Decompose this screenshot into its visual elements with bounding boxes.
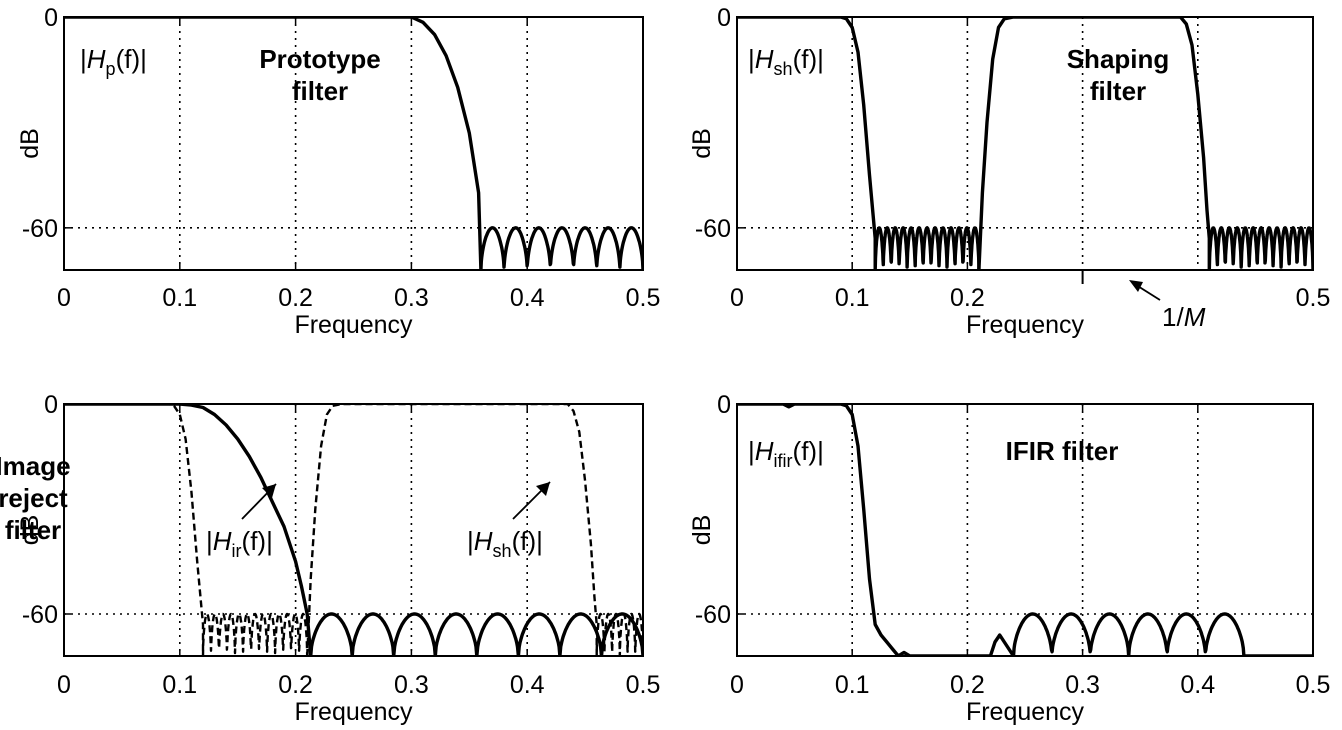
plot-frame [63,403,644,657]
response-label-pre: | [80,44,87,74]
response-label-sh-sub: sh [493,541,512,561]
chart-panel-4: 0 0.1 0.2 0.3 0.4 0.5 0 -60 Frequency dB IFIR filt… [688,391,1330,726]
series-line-2 [977,17,1313,270]
y-tick-label: 0 [44,391,58,419]
response-label-pre: | [748,44,755,74]
y-tick-label: -60 [22,601,58,629]
response-label-main: H [87,44,106,74]
y-tick-label: 0 [717,391,731,419]
x-tick-label: 0.2 [278,284,313,312]
arrow-sh-head [536,482,550,496]
chart-panel-3: 0 0.1 0.2 0.3 0.4 0.5 0 -60 Frequency dB Imagereje… [0,391,660,726]
response-label-sub: p [106,59,116,79]
x-tick-label: 0.1 [835,284,870,312]
x-tick-label: 0 [730,671,744,699]
one-over-m-var: M [1184,302,1206,332]
plot-frame [736,403,1314,657]
response-label-sub: sh [774,59,793,79]
x-axis-label: Frequency [294,698,413,726]
x-tick-label: 0.4 [510,284,545,312]
x-tick-label: 0.5 [626,284,661,312]
series-line-1 [64,17,643,270]
y-tick-label: -60 [22,215,58,243]
x-tick-label: 0.3 [1065,671,1100,699]
y-axis-label: dB [688,515,716,546]
x-tick-label: 0.1 [162,671,197,699]
y-tick-label: -60 [695,601,731,629]
response-label: |Hp(f)| [80,44,147,79]
one-over-m-label: 1/M [1162,302,1206,332]
series-line-3 [306,404,643,656]
chart-title-line: Image [0,451,71,481]
series-line-2 [64,404,309,656]
x-tick-label: 0.4 [510,671,545,699]
x-tick-label: 0.4 [1180,671,1215,699]
x-tick-label: 0 [57,671,71,699]
y-axis-label: dB [16,128,44,159]
chart-title-line: filter [5,515,61,545]
chart-title-line: filter [1090,76,1146,106]
response-label-ir: |Hir(f)| [206,526,273,561]
x-tick-label: 0.5 [626,671,661,699]
arrow-ir-head [262,484,276,498]
x-tick-label: 0.3 [394,671,429,699]
response-label-ir-post: (f)| [242,526,273,556]
series-line-1 [737,17,981,270]
response-label: |Hsh(f)| [748,44,824,79]
response-label-ir-sub: ir [232,541,242,561]
response-label-sub: ifir [774,451,793,471]
series-line-1 [737,404,1246,656]
x-tick-label: 0.1 [835,671,870,699]
x-axis-label: Frequency [294,311,413,339]
x-tick-label: 0.1 [162,284,197,312]
x-tick-label: 0.2 [950,284,985,312]
response-label-main: H [755,44,774,74]
series-line-1 [64,404,643,656]
response-label-post: (f)| [793,44,824,74]
response-label: |Hifir(f)| [748,436,824,471]
y-axis-label: dB [688,128,716,159]
response-label-ir-main: H [213,526,232,556]
x-axis-label: Frequency [966,311,1085,339]
chart-title-line: IFIR filter [1006,436,1119,466]
x-tick-label: 0.2 [950,671,985,699]
x-tick-label: 0 [57,284,71,312]
plot-frame [736,16,1314,271]
response-label-main: H [755,436,774,466]
chart-title-line: filter [292,76,348,106]
x-tick-label: 0.2 [278,671,313,699]
y-axis-label: dB [16,515,44,546]
chart-title-line: Prototype [259,44,380,74]
x-tick-label: 0 [730,284,744,312]
chart-title-line: Shaping [1067,44,1170,74]
response-label-post: (f)| [116,44,147,74]
y-tick-label: 0 [44,4,58,32]
response-label-pre: | [748,436,755,466]
x-tick-label: 0.5 [1296,671,1331,699]
response-label-post: (f)| [793,436,824,466]
response-label-sh-pre: | [467,526,474,556]
y-tick-label: 0 [717,4,731,32]
one-over-m-pre: 1/ [1162,302,1184,332]
x-tick-label: 0.5 [1296,284,1331,312]
y-tick-label: -60 [695,215,731,243]
one-over-m-arrow-head [1129,280,1143,292]
x-tick-label: 0.3 [394,284,429,312]
x-axis-label: Frequency [966,698,1085,726]
response-label-sh: |Hsh(f)| [467,526,543,561]
response-label-sh-main: H [474,526,493,556]
response-label-ir-pre: | [206,526,213,556]
response-label-sh-post: (f)| [512,526,543,556]
plot-frame [63,16,644,271]
chart-panel-1: 0 0.1 0.2 0.3 0.4 0.5 0 -60 Frequency dB Prototype… [16,4,660,339]
chart-title-line: reject [0,483,68,513]
